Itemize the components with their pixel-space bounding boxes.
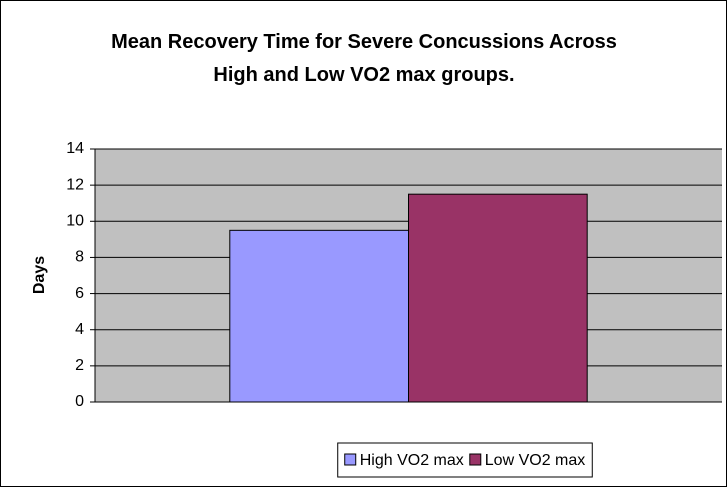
legend-swatch (344, 453, 357, 466)
y-tick-label: 8 (75, 249, 84, 266)
y-tick-label: 4 (75, 321, 84, 338)
legend-label: High VO2 max (360, 452, 464, 469)
chart-title: Mean Recovery Time for Severe Concussion… (111, 31, 617, 86)
y-tick-label: 2 (75, 357, 84, 374)
bar (229, 229, 409, 403)
y-tick-label: 0 (75, 393, 84, 410)
y-tick-label: 10 (66, 213, 84, 230)
y-tick-label: 12 (66, 176, 84, 193)
legend-box (337, 442, 593, 478)
y-axis-label: Days (31, 256, 48, 294)
legend-label: Low VO2 max (485, 452, 585, 469)
legend-swatch (469, 453, 482, 466)
bar (408, 193, 588, 403)
y-tick-label: 6 (75, 285, 84, 302)
y-tick-label: 14 (66, 140, 84, 157)
